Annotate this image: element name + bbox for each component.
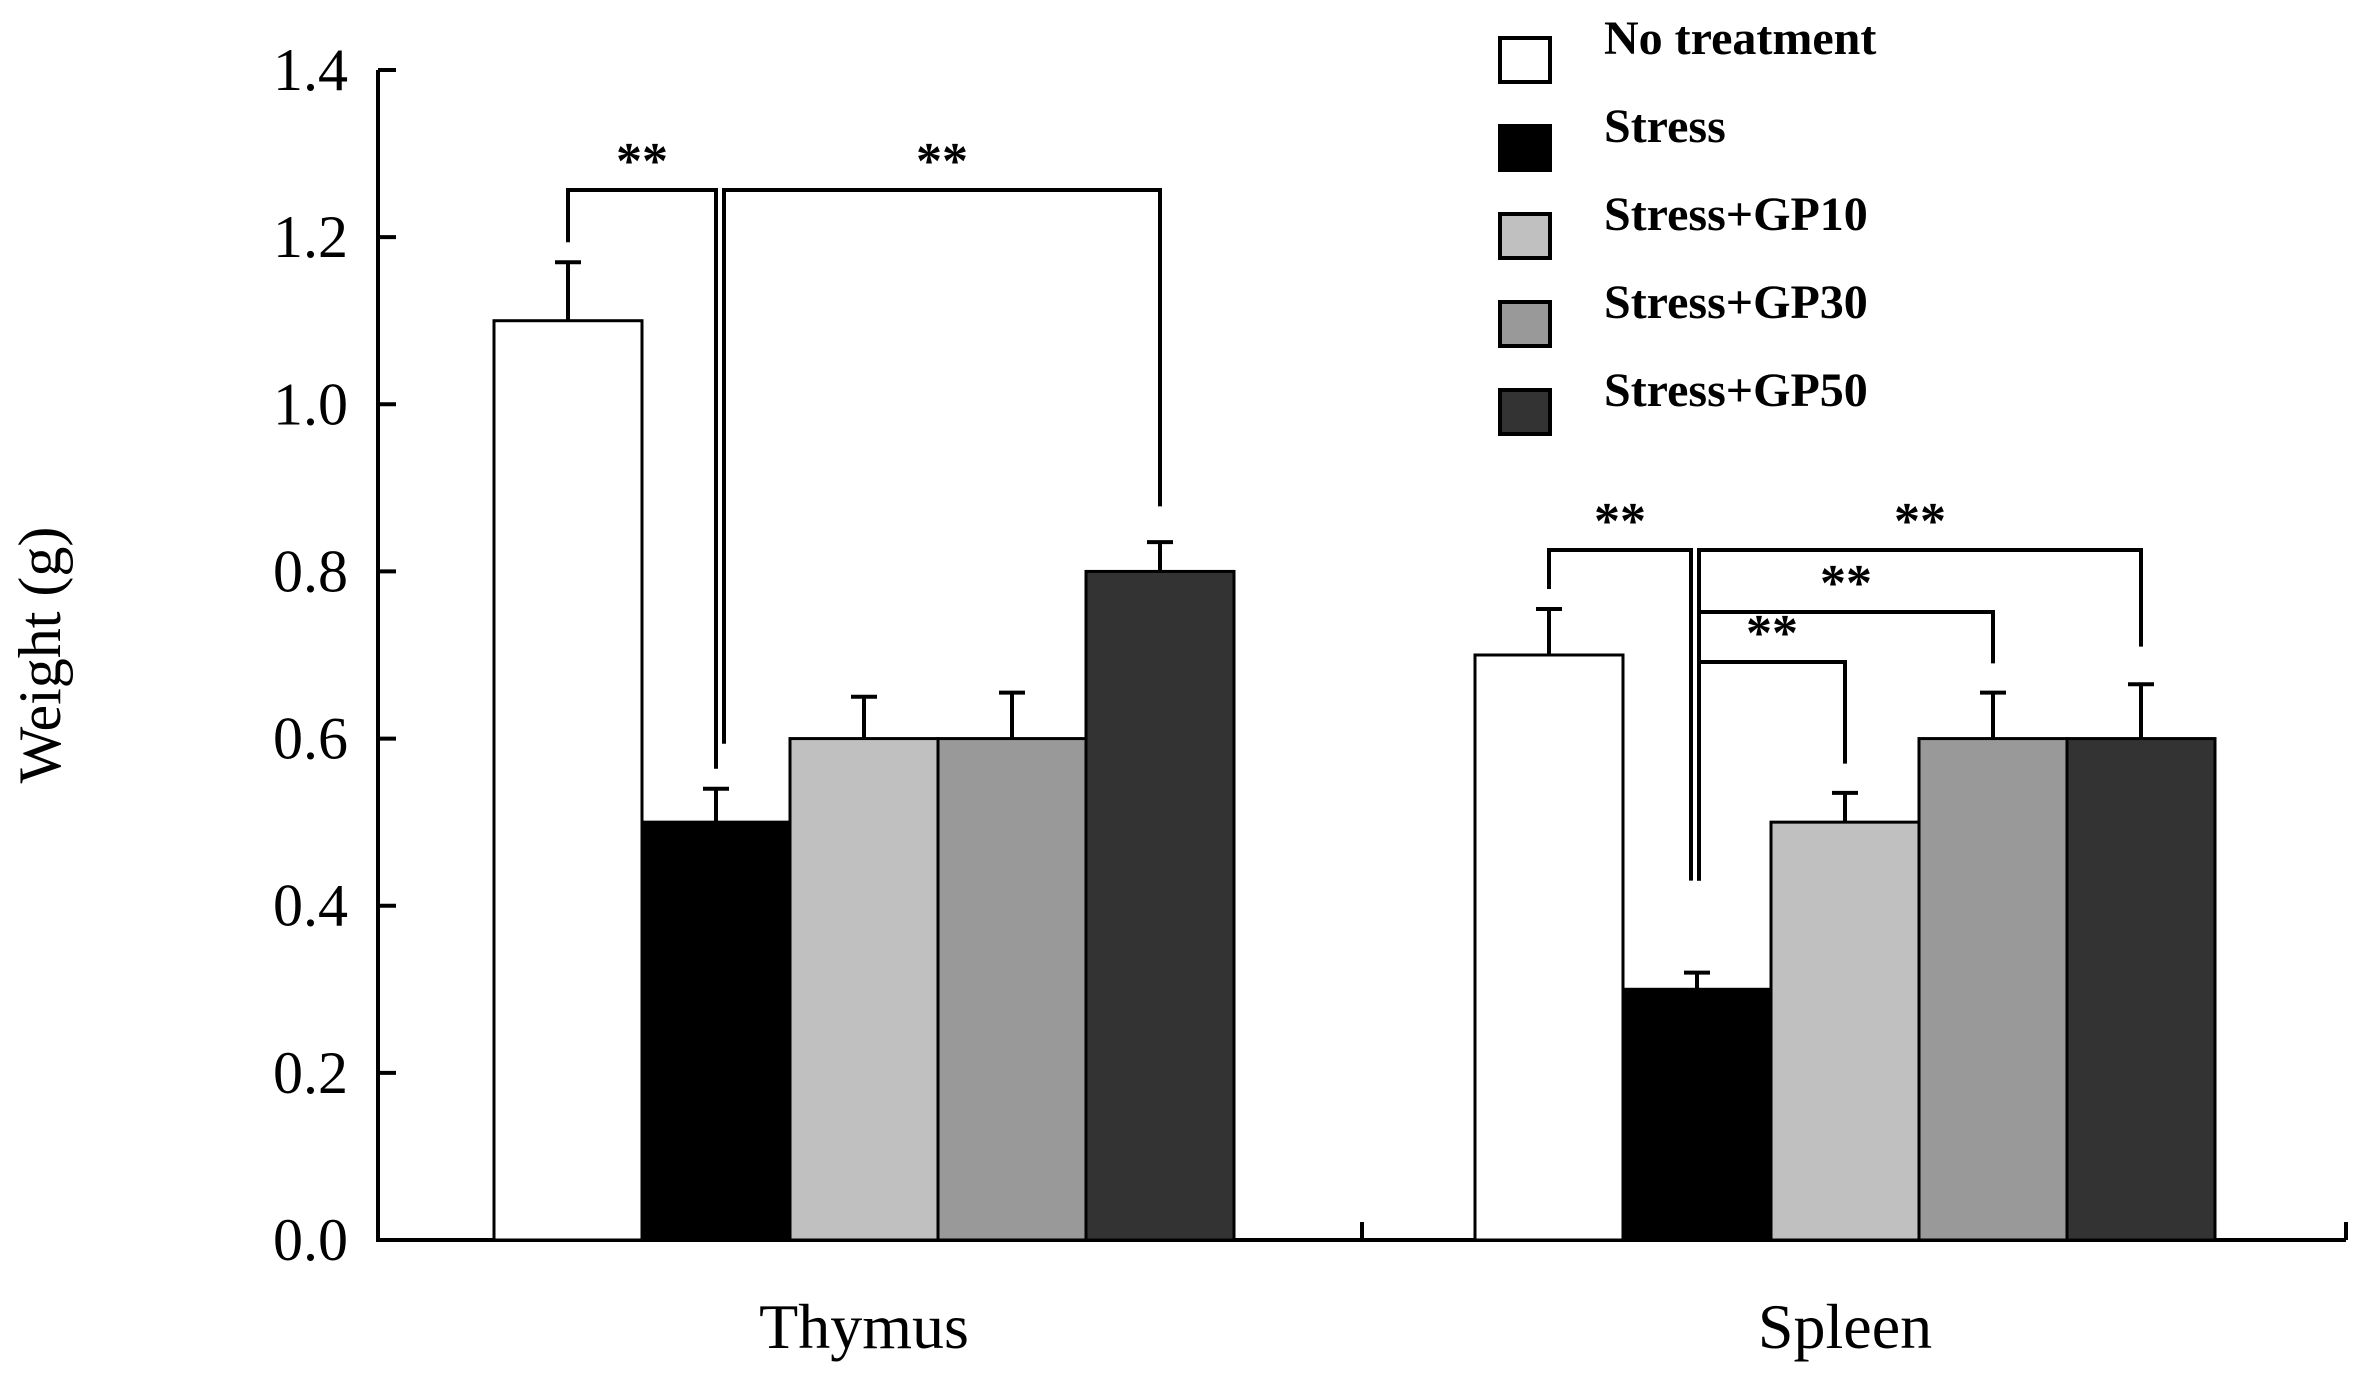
significance-label: ** [616, 133, 668, 190]
bar-thymus-0 [492, 319, 644, 1242]
bar-thymus-1 [640, 820, 792, 1242]
legend-label-4: Stress+GP50 [1604, 364, 1868, 417]
legend-label-1: Stress [1604, 100, 1726, 153]
y-tick-label: 1.0 [273, 371, 348, 437]
legend-swatch-2 [1498, 212, 1552, 260]
y-tick-label: 0.6 [273, 706, 348, 772]
significance-bracket [722, 188, 1162, 744]
significance-bracket [1547, 548, 1693, 881]
error-bars [555, 260, 2154, 990]
bar-thymus-2 [788, 737, 940, 1242]
significance-label: ** [1594, 493, 1646, 550]
significance-bracket [1697, 660, 1847, 881]
legend-swatch-0 [1498, 36, 1552, 84]
significance-label: ** [1894, 493, 1946, 550]
legend-label-3: Stress+GP30 [1604, 276, 1868, 329]
significance-brackets: ** ** ** ** ** ** [566, 133, 2143, 881]
legend: No treatment Stress Stress+GP10 Stress+GP30… [1498, 12, 1876, 436]
y-axis-title: Weight (g) [7, 527, 73, 784]
bar-spleen-3 [1917, 737, 2069, 1242]
y-ticks: 0.0 0.2 0.4 0.6 0.8 1.0 1.2 1.4 [273, 37, 396, 1273]
bar-spleen-1 [1621, 987, 1773, 1242]
category-labels: Thymus Spleen [759, 1291, 1932, 1362]
bar-spleen-4 [2065, 737, 2217, 1242]
legend-swatch-4 [1498, 388, 1552, 436]
significance-label: ** [916, 133, 968, 190]
y-tick-label: 1.4 [273, 37, 348, 103]
y-tick-label: 1.2 [273, 204, 348, 270]
y-tick-label: 0.8 [273, 538, 348, 604]
significance-label: ** [1820, 555, 1872, 612]
y-tick-label: 0.2 [273, 1040, 348, 1106]
significance-label: ** [1746, 605, 1798, 662]
bar-spleen-2 [1769, 820, 1921, 1242]
category-label-spleen: Spleen [1758, 1291, 1932, 1362]
bar-thymus-4 [1084, 569, 1236, 1242]
significance-bracket [566, 188, 718, 769]
legend-swatch-3 [1498, 300, 1552, 348]
bar-thymus-3 [936, 737, 1088, 1242]
category-label-thymus: Thymus [759, 1291, 969, 1362]
bars [492, 319, 2217, 1242]
bar-spleen-0 [1473, 653, 1625, 1242]
legend-label-0: No treatment [1604, 12, 1876, 65]
y-tick-label: 0.0 [273, 1207, 348, 1273]
y-tick-label: 0.4 [273, 873, 348, 939]
legend-swatch-1 [1498, 124, 1552, 172]
legend-label-2: Stress+GP10 [1604, 188, 1868, 241]
